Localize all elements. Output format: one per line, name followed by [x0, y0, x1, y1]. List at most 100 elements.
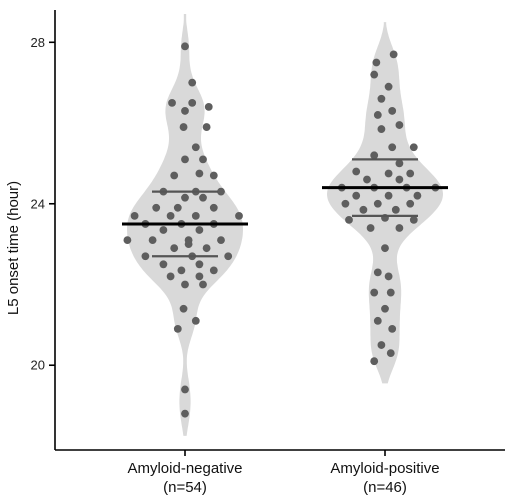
data-point — [352, 191, 361, 200]
data-point — [204, 102, 213, 111]
data-point — [191, 143, 200, 152]
data-point — [373, 268, 382, 277]
data-point — [377, 94, 386, 103]
data-point — [181, 280, 189, 289]
data-point — [359, 205, 368, 214]
data-point — [352, 167, 361, 176]
data-point — [168, 98, 176, 107]
data-point — [181, 193, 189, 202]
data-point — [388, 143, 397, 152]
y-axis-title: L5 onset time (hour) — [5, 181, 22, 315]
data-point — [395, 175, 404, 184]
data-point — [199, 155, 207, 164]
data-point — [181, 155, 189, 164]
data-point — [224, 252, 233, 261]
data-point — [406, 169, 415, 178]
data-point — [373, 199, 382, 208]
data-point — [395, 159, 404, 168]
data-point — [373, 111, 382, 119]
points-layer — [123, 42, 440, 418]
category-count-label: (n=46) — [363, 479, 407, 496]
data-point — [370, 357, 379, 366]
data-point — [166, 272, 175, 281]
data-point — [188, 78, 197, 87]
data-point — [388, 324, 397, 333]
data-point — [372, 58, 381, 67]
data-point — [191, 211, 200, 220]
data-point — [366, 224, 375, 232]
data-point — [381, 244, 389, 253]
data-point — [191, 316, 200, 325]
data-point — [209, 171, 218, 180]
data-point — [370, 288, 379, 297]
data-point — [181, 107, 189, 115]
data-point — [184, 240, 193, 249]
data-point — [199, 193, 207, 202]
data-point — [386, 288, 395, 297]
data-point — [377, 125, 386, 133]
data-point — [173, 203, 182, 212]
data-point — [384, 272, 393, 281]
data-point — [395, 224, 404, 232]
data-point — [195, 169, 204, 178]
data-point — [148, 236, 157, 244]
data-point — [217, 236, 225, 244]
data-point — [386, 349, 395, 358]
data-point — [370, 70, 379, 79]
axes-layer — [54, 10, 505, 451]
data-point — [188, 98, 197, 107]
data-point — [377, 341, 386, 349]
data-point — [195, 260, 204, 269]
summary-lines-layer — [122, 158, 448, 258]
data-point — [181, 42, 189, 51]
data-point — [406, 199, 415, 208]
data-point — [195, 272, 204, 281]
category-label: Amyloid-positive — [330, 460, 439, 477]
data-point — [209, 203, 218, 212]
y-tick-label: 20 — [31, 358, 45, 373]
data-point — [159, 226, 168, 234]
data-point — [170, 171, 179, 180]
data-point — [181, 409, 189, 418]
violin-shape — [327, 22, 443, 384]
data-point — [170, 244, 179, 253]
data-point — [199, 280, 207, 289]
data-point — [179, 304, 188, 313]
data-point — [384, 82, 393, 91]
data-point — [384, 169, 393, 178]
data-point — [141, 252, 150, 261]
data-point — [235, 211, 243, 220]
data-point — [413, 191, 422, 200]
data-point — [130, 211, 139, 220]
data-point — [202, 244, 211, 253]
data-point — [177, 266, 186, 275]
data-point — [373, 316, 382, 325]
data-point — [381, 304, 389, 313]
category-label: Amyloid-negative — [127, 460, 242, 477]
x-category-labels: Amyloid-negative (n=54) Amyloid-positive (n… — [127, 450, 440, 496]
data-point — [363, 175, 371, 184]
data-point — [166, 211, 175, 220]
data-point — [370, 151, 379, 160]
y-tick-label: 24 — [31, 196, 45, 211]
data-point — [195, 226, 204, 234]
data-point — [409, 216, 418, 224]
data-point — [202, 123, 211, 131]
data-point — [409, 143, 418, 152]
data-point — [388, 107, 397, 115]
data-point — [395, 121, 404, 129]
data-point — [173, 324, 182, 333]
data-point — [159, 260, 168, 269]
data-point — [123, 236, 132, 244]
data-point — [389, 50, 398, 59]
data-point — [179, 123, 188, 131]
data-point — [217, 187, 225, 196]
data-point — [341, 199, 350, 208]
y-tick-label: 28 — [31, 35, 45, 50]
data-point — [209, 266, 218, 275]
data-point — [384, 191, 393, 200]
data-point — [152, 203, 161, 212]
data-point — [391, 205, 400, 214]
data-point — [345, 216, 353, 224]
